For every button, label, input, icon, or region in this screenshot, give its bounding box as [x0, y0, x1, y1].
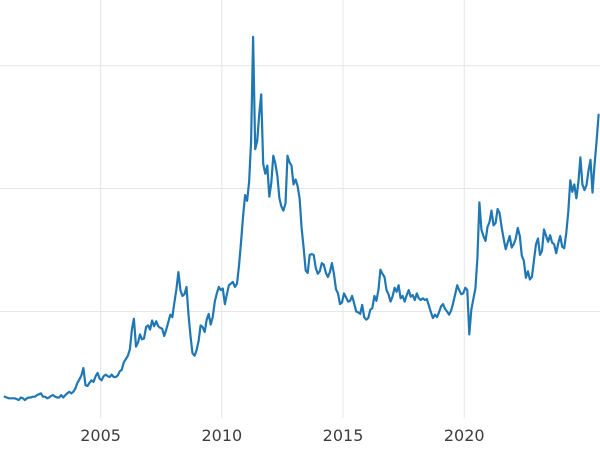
x-tick-label: 2020 [444, 426, 485, 445]
x-axis-tick-labels: 2005 2010 2015 2020 [80, 426, 484, 445]
x-tick-label: 2005 [80, 426, 121, 445]
gridlines [0, 0, 600, 418]
data-line-series [3, 35, 600, 402]
x-tick-label: 2015 [323, 426, 364, 445]
x-tick-label: 2010 [201, 426, 242, 445]
